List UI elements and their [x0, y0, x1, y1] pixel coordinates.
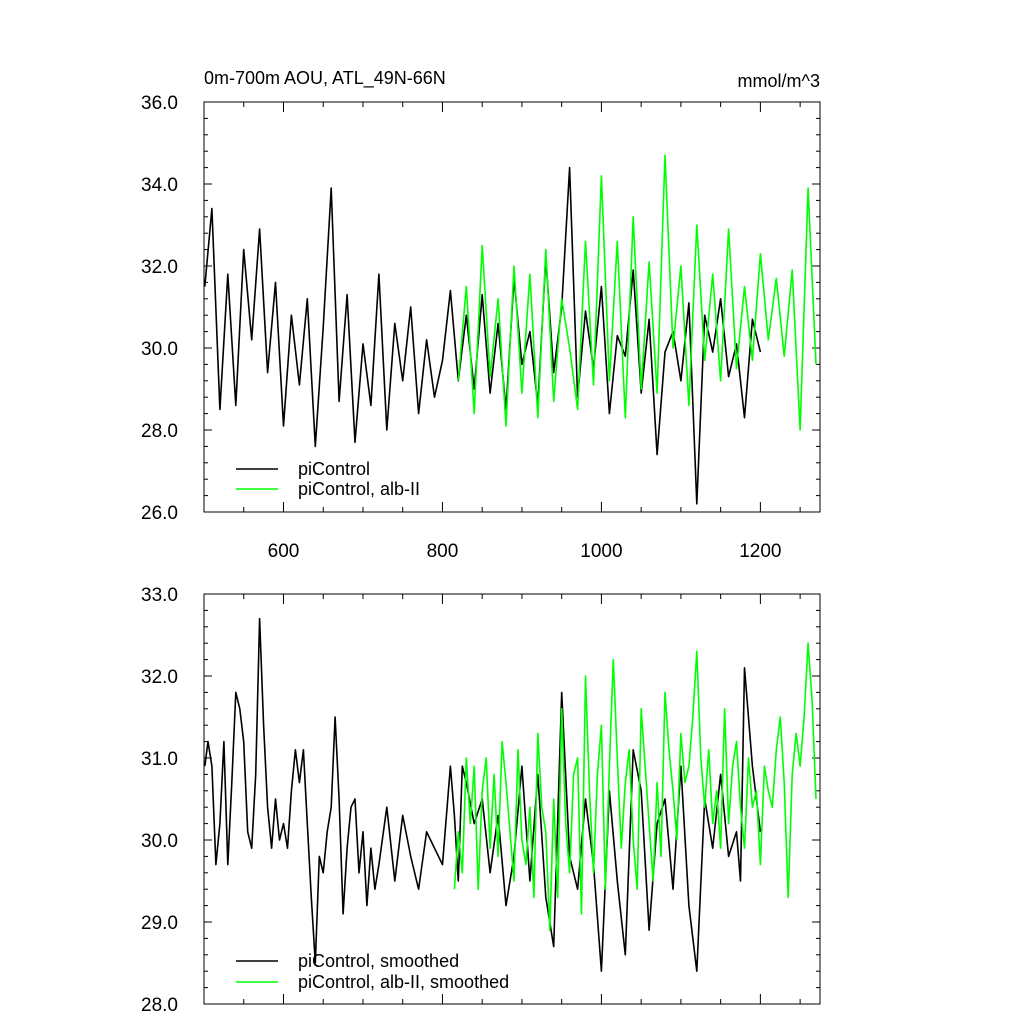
top-y-tick-label: 28.0 [141, 421, 178, 442]
bottom-y-tick-label: 31.0 [141, 749, 178, 770]
bottom-series-line-picontrol-alb-ii-smoothed [453, 642, 817, 932]
legend-label-picontrol-smoothed: piControl, smoothed [298, 951, 459, 971]
bottom-y-tick-label: 32.0 [141, 667, 178, 688]
top-series-group [204, 154, 817, 505]
bottom-y-tick-label: 30.0 [141, 831, 178, 852]
panel-title: 0m-700m AOU, ATL_49N-66N [204, 68, 446, 89]
bottom-y-tick-label: 29.0 [141, 913, 178, 934]
legend-label-picontrol: piControl [298, 459, 370, 479]
bottom-legend: piControl, smoothed piControl, alb-II, s… [236, 951, 509, 992]
top-series-line-picontrol-alb-ii [457, 154, 817, 431]
top-x-tick-label: 1000 [580, 541, 622, 562]
bottom-y-tick-label: 28.0 [141, 995, 178, 1016]
legend-label-picontrol-alb-ii-smoothed: piControl, alb-II, smoothed [298, 972, 509, 992]
top-x-tick-label: 1200 [739, 541, 781, 562]
top-y-tick-label: 30.0 [141, 339, 178, 360]
legend-label-picontrol-alb-ii: piControl, alb-II [298, 479, 420, 499]
bottom-y-tick-label: 33.0 [141, 585, 178, 606]
top-panel: 0m-700m AOU, ATL_49N-66N mmol/m^3 26.0 28… [141, 68, 821, 562]
bottom-series-group [204, 617, 817, 973]
bottom-axes-ticks: 28.0 29.0 30.0 31.0 32.0 33.0 [141, 585, 820, 1016]
top-x-tick-label: 600 [268, 541, 300, 562]
bottom-series-line-picontrol-smoothed [204, 617, 762, 973]
top-y-tick-label: 36.0 [141, 93, 178, 114]
top-plot-frame [203, 101, 821, 513]
top-y-tick-label: 32.0 [141, 257, 178, 278]
bottom-plot-frame [203, 593, 821, 1005]
top-y-tick-label: 34.0 [141, 175, 178, 196]
bottom-panel: 28.0 29.0 30.0 31.0 32.0 33.0 piControl, smoo… [141, 585, 821, 1016]
top-x-tick-label: 800 [427, 541, 459, 562]
top-y-tick-label: 26.0 [141, 503, 178, 524]
units-label: mmol/m^3 [738, 71, 820, 91]
top-axes-ticks: 26.0 28.0 30.0 32.0 34.0 36.0 600 800 1000 1200 [141, 93, 820, 562]
top-legend: piControl piControl, alb-II [236, 459, 420, 499]
top-series-line-picontrol [204, 166, 762, 505]
